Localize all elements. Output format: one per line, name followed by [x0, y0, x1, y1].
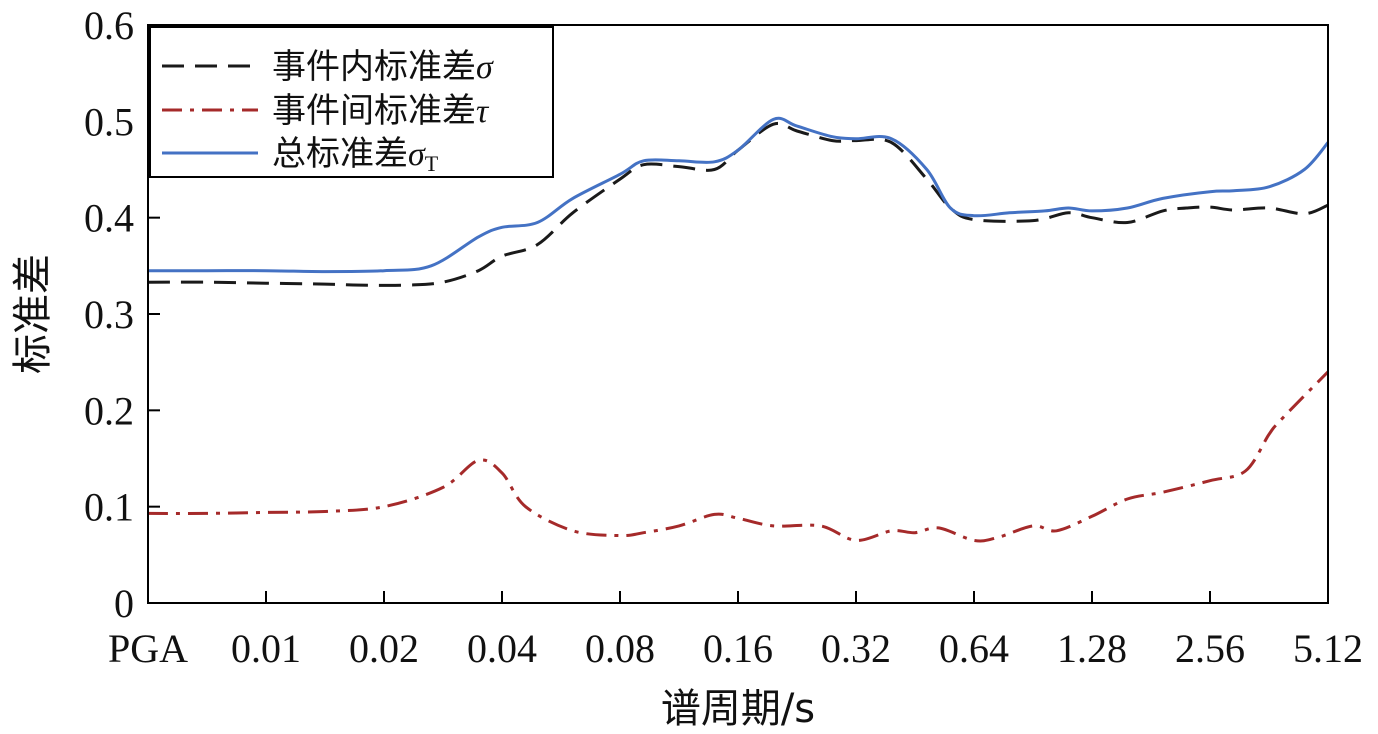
y-tick-label: 0.2	[84, 388, 134, 433]
series-inter-event-line	[147, 370, 1330, 543]
y-axis-title: 标准差	[10, 254, 56, 374]
y-tick-label: 0.6	[84, 3, 134, 48]
legend-label: 事件内标准差σ	[272, 47, 494, 87]
y-tick-label: 0.4	[84, 196, 134, 241]
x-tick-label: PGA	[108, 626, 188, 671]
x-tick-label: 0.04	[467, 626, 537, 671]
x-tick-label: 0.64	[939, 626, 1009, 671]
x-axis-ticks: PGA 0.01 0.02 0.04 0.08 0.16 0.32 0.64 1.28 2.56 5…	[108, 591, 1363, 671]
y-axis-ticks: 0 0.1 0.2 0.3 0.4 0.5 0.6	[84, 3, 160, 626]
legend-label: 总标准差σT	[272, 134, 439, 176]
y-tick-label: 0.3	[84, 292, 134, 337]
y-tick-label: 0.1	[84, 485, 134, 530]
plot-lines	[147, 116, 1330, 543]
x-tick-label: 2.56	[1175, 626, 1245, 671]
x-tick-label: 0.08	[585, 626, 655, 671]
x-axis-title: 谱周期/s	[661, 686, 815, 732]
series-intra-event-line	[147, 121, 1329, 287]
x-tick-label: 1.28	[1057, 626, 1127, 671]
y-tick-label: 0.5	[84, 99, 134, 144]
legend-label: 事件间标准差τ	[272, 91, 490, 131]
x-tick-label: 0.02	[349, 626, 419, 671]
x-tick-label: 0.01	[231, 626, 301, 671]
series-total-line	[148, 116, 1330, 274]
x-tick-label: 0.32	[821, 626, 891, 671]
x-tick-label: 0.16	[703, 626, 773, 671]
y-tick-label: 0	[114, 581, 134, 626]
x-tick-label: 5.12	[1293, 626, 1363, 671]
